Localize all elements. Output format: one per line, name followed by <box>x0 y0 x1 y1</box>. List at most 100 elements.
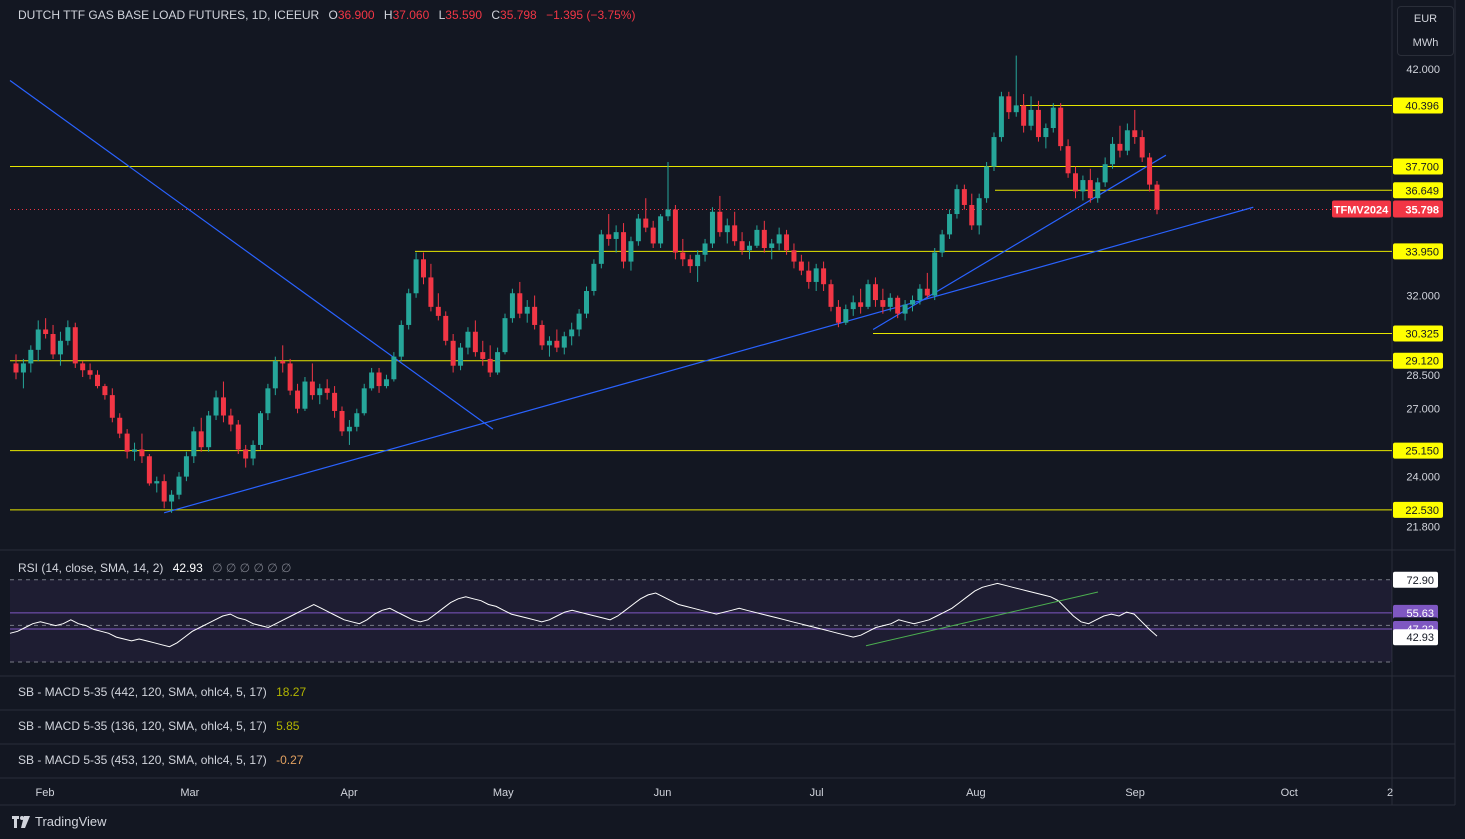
candle-body <box>880 300 886 307</box>
candle-body <box>339 410 345 432</box>
high-label: H <box>383 8 393 22</box>
candle-body <box>687 259 693 267</box>
candle-body <box>20 363 26 373</box>
close-label: C <box>491 8 501 22</box>
candle-body <box>939 234 945 253</box>
level-price-label: 33.950 <box>1405 246 1439 258</box>
macd-legend-3[interactable]: SB - MACD 5-35 (453, 120, SMA, ohlc4, 5,… <box>18 753 303 767</box>
candle-body <box>895 297 901 314</box>
symbol-header: DUTCH TTF GAS BASE LOAD FUTURES, 1D, ICE… <box>18 8 635 22</box>
candle-body <box>843 309 849 323</box>
change-value: −1.395 (−3.75%) <box>546 8 636 22</box>
symbol-tag-label: TFMV2024 <box>1334 205 1389 217</box>
candle-body <box>361 388 367 414</box>
candle-body <box>724 225 730 233</box>
candle-body <box>258 413 263 445</box>
price-tick-label: 28.500 <box>1406 370 1440 382</box>
candle-body <box>769 243 775 248</box>
candle-body <box>717 211 723 233</box>
candle-body <box>198 431 204 448</box>
candle-body <box>761 229 767 248</box>
candle-body <box>398 324 404 357</box>
candle-body <box>413 259 419 294</box>
currency-label: EUR <box>1413 13 1438 25</box>
candle-body <box>1013 105 1019 113</box>
candle-body <box>798 261 804 271</box>
candle-body <box>191 431 197 457</box>
candle-body <box>672 209 678 253</box>
candle-body <box>95 374 100 387</box>
candle-body <box>806 270 812 282</box>
candle-body <box>243 449 249 459</box>
level-price-label: 25.150 <box>1405 446 1439 458</box>
candle-body <box>747 245 752 251</box>
candle-body <box>13 363 19 373</box>
time-axis-label: Jul <box>810 787 824 799</box>
candle-body <box>480 352 486 359</box>
candle-body <box>472 331 478 353</box>
candle-body <box>309 381 315 396</box>
candle-body <box>509 293 515 319</box>
time-axis-label: Apr <box>341 787 358 799</box>
low-label: L <box>438 8 446 22</box>
rsi-scale-label: 55.63 <box>1406 608 1434 620</box>
candle-body <box>354 413 360 427</box>
rsi-scale-label: 72.90 <box>1406 575 1434 587</box>
unit-label: MWh <box>1412 37 1439 49</box>
candle-body <box>28 349 34 364</box>
rsi-scale-tag <box>1393 571 1438 588</box>
time-axis-label: Oct <box>1281 787 1298 799</box>
candle-body <box>35 329 41 350</box>
macd-legend-value: 18.27 <box>276 685 307 699</box>
rsi-legend-extras: ∅ ∅ ∅ ∅ ∅ ∅ <box>212 561 292 575</box>
candle-body <box>791 250 797 262</box>
candle-body <box>961 189 967 205</box>
macd-legend-1[interactable]: SB - MACD 5-35 (442, 120, SMA, ohlc4, 5,… <box>18 685 306 699</box>
time-axis-label: Aug <box>966 787 986 799</box>
rsi-legend-value: 42.93 <box>172 561 203 575</box>
candle-body <box>324 388 330 393</box>
candle-body <box>80 363 86 371</box>
close-value: 35.798 <box>500 8 537 22</box>
candle-body <box>435 306 441 316</box>
candle-body <box>376 372 382 387</box>
macd-legend-title: SB - MACD 5-35 (136, 120, SMA, ohlc4, 5,… <box>18 719 267 733</box>
candle-body <box>487 358 493 373</box>
candle-body <box>1080 180 1086 192</box>
tradingview-logo[interactable]: TradingView <box>12 814 107 829</box>
candle-body <box>450 340 456 366</box>
candle-body <box>124 433 130 452</box>
price-tick-label: 32.000 <box>1406 291 1440 303</box>
candle-body <box>87 370 93 375</box>
candle-body <box>146 456 152 484</box>
candle-body <box>272 361 278 389</box>
candle-body <box>502 318 508 353</box>
candle-body <box>1147 157 1153 185</box>
candle-body <box>872 284 878 301</box>
level-price-tag <box>1393 352 1443 369</box>
level-price-tag <box>1393 182 1443 199</box>
candle-body <box>850 302 856 310</box>
candle-body <box>295 390 301 409</box>
candle-body <box>991 137 997 167</box>
low-value: 35.590 <box>445 8 482 22</box>
candle-body <box>1065 146 1071 174</box>
candle-body <box>969 204 975 226</box>
level-price-label: 36.649 <box>1405 185 1439 197</box>
currency-unit-button[interactable]: EUR MWh <box>1397 6 1454 56</box>
candle-body <box>391 356 397 380</box>
symbol-title: DUTCH TTF GAS BASE LOAD FUTURES, 1D, ICE… <box>18 8 320 22</box>
candle-body <box>643 218 649 228</box>
candle-body <box>754 229 760 246</box>
symbol-tag-bg <box>1332 200 1391 218</box>
time-axis-label: Jun <box>654 787 672 799</box>
time-axis-label: Feb <box>36 787 55 799</box>
rsi-legend[interactable]: RSI (14, close, SMA, 14, 2) 42.93 ∅ ∅ ∅ … <box>18 561 292 575</box>
candle-body <box>183 456 189 477</box>
candle-body <box>554 340 560 348</box>
candle-body <box>1087 180 1093 199</box>
macd-legend-2[interactable]: SB - MACD 5-35 (136, 120, SMA, ohlc4, 5,… <box>18 719 299 733</box>
candle-body <box>1028 109 1034 126</box>
candle-body <box>591 263 597 291</box>
